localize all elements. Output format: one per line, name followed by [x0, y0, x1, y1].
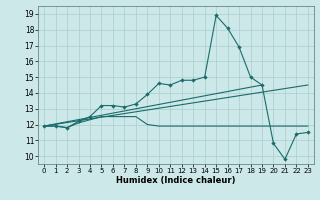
X-axis label: Humidex (Indice chaleur): Humidex (Indice chaleur) — [116, 176, 236, 185]
